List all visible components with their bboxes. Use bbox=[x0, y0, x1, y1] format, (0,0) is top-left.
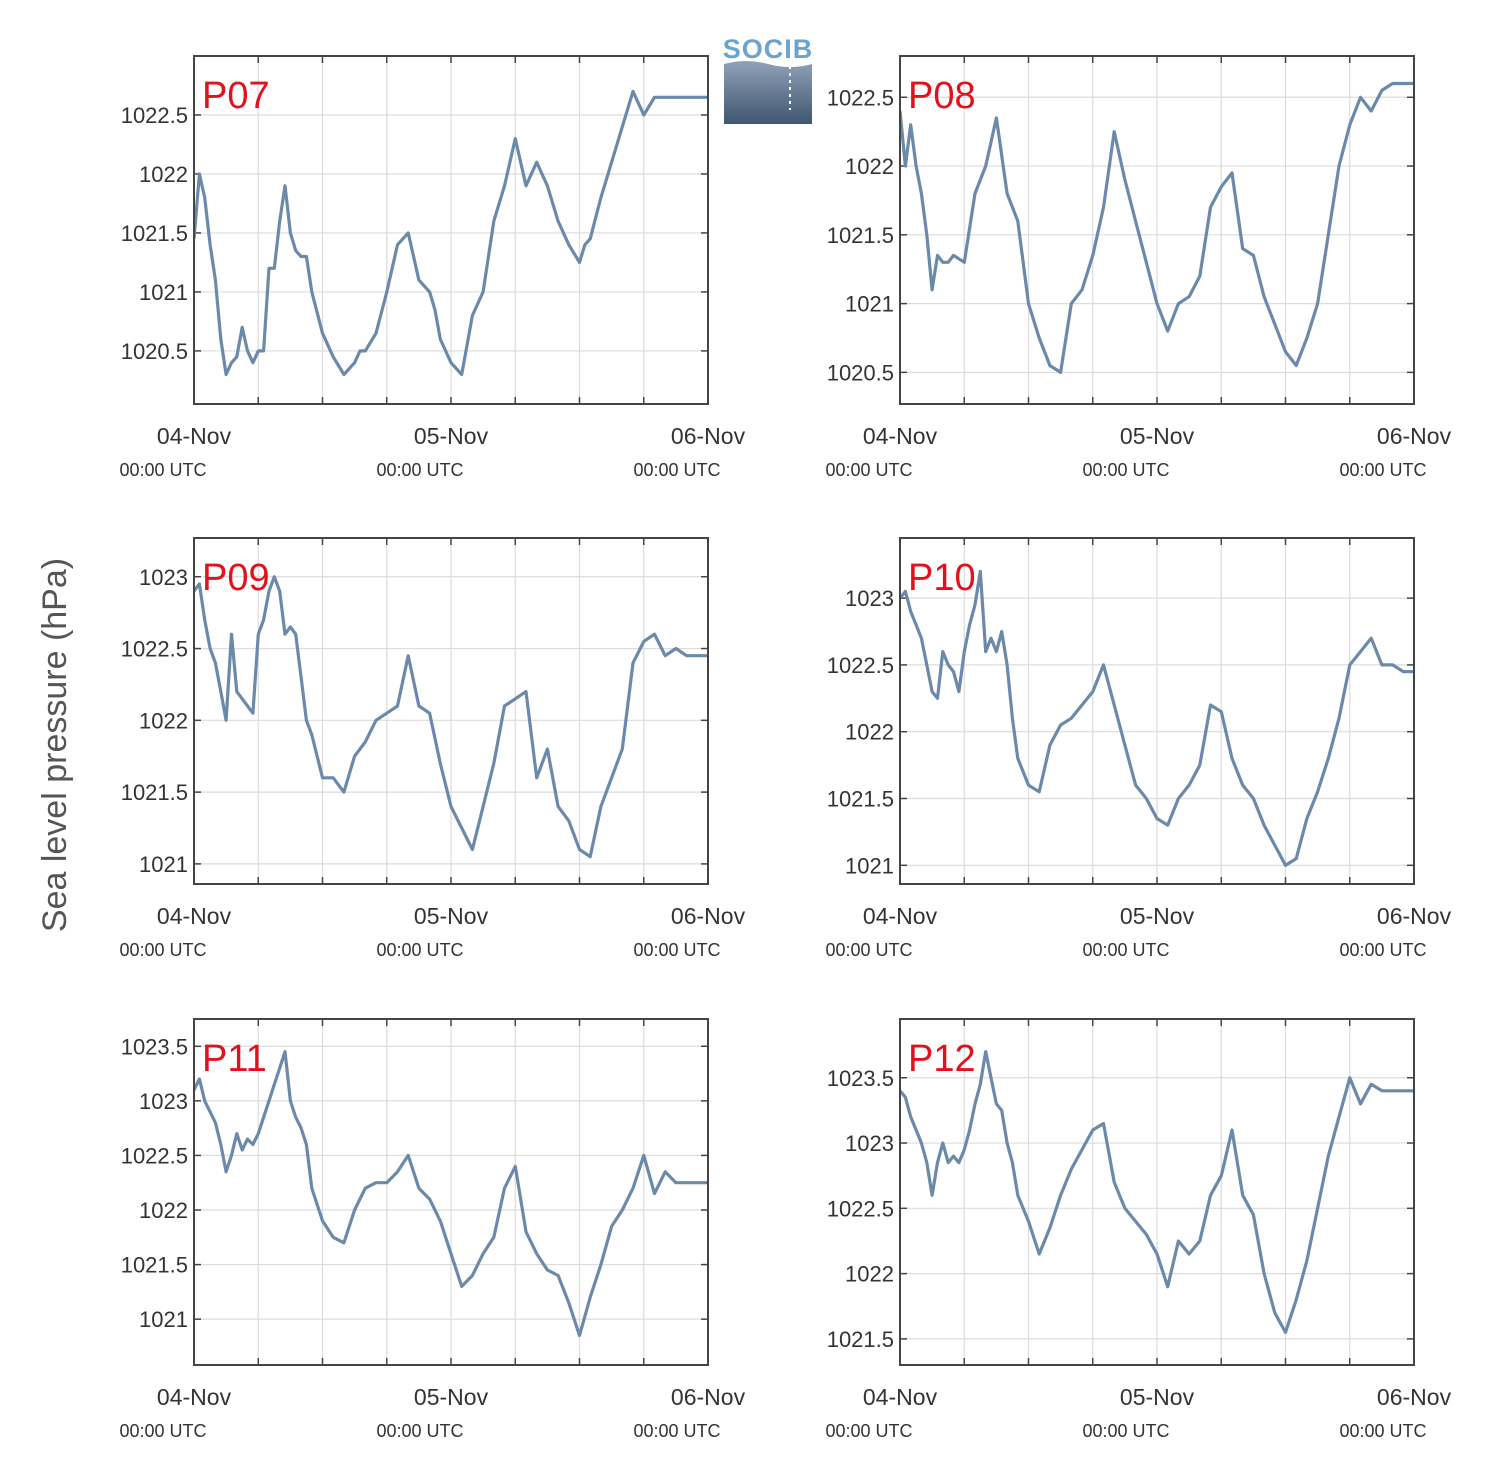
y-tick-label: 1023 bbox=[845, 586, 894, 611]
x-tick-label: 06-Nov bbox=[1377, 903, 1452, 929]
x-tick-sublabel: 00:00 UTC bbox=[825, 460, 912, 480]
y-tick-label: 1020.5 bbox=[121, 339, 188, 364]
y-tick-label: 1022 bbox=[139, 1198, 188, 1223]
x-tick-label: 05-Nov bbox=[414, 1384, 489, 1410]
x-tick-label: 04-Nov bbox=[157, 423, 232, 449]
series-line bbox=[900, 81, 1414, 374]
x-tick-sublabel: 00:00 UTC bbox=[1082, 460, 1169, 480]
plot-frame bbox=[899, 55, 1415, 405]
x-tick-label: 06-Nov bbox=[671, 903, 746, 929]
panel-label: P09 bbox=[202, 557, 270, 599]
panel-label: P07 bbox=[202, 75, 270, 117]
y-tick-label: 1022.5 bbox=[827, 1196, 894, 1221]
x-tick-label: 06-Nov bbox=[671, 423, 746, 449]
chart-panel-p07: 1020.5 1021 1021.5 1022 1022.5 04-Nov 00:00 UT… bbox=[119, 55, 746, 480]
y-tick-label: 1023 bbox=[139, 1089, 188, 1114]
y-tick-label: 1023 bbox=[139, 565, 188, 590]
y-tick-label: 1023 bbox=[845, 1131, 894, 1156]
x-tick-sublabel: 00:00 UTC bbox=[1082, 940, 1169, 960]
x-tick-label: 06-Nov bbox=[1377, 1384, 1452, 1410]
y-tick-label: 1021.5 bbox=[121, 221, 188, 246]
plot-frame bbox=[193, 537, 709, 885]
y-tick-label: 1021.5 bbox=[827, 787, 894, 812]
x-tick-sublabel: 00:00 UTC bbox=[825, 1421, 912, 1441]
series-line bbox=[900, 569, 1414, 867]
series-line bbox=[194, 89, 708, 377]
panel-label: P10 bbox=[908, 557, 976, 599]
x-tick-sublabel: 00:00 UTC bbox=[1339, 940, 1426, 960]
y-tick-label: 1023.5 bbox=[827, 1066, 894, 1091]
y-tick-label: 1022.5 bbox=[827, 653, 894, 678]
x-tick-sublabel: 00:00 UTC bbox=[633, 1421, 720, 1441]
chart-panel-p11: 1021 1021.5 1022 1022.5 1023 1023.5 04-Nov 00:0… bbox=[119, 1018, 746, 1441]
chart-panel-p10: 1021 1021.5 1022 1022.5 1023 04-Nov 00:00 UTC 0… bbox=[825, 537, 1452, 960]
x-tick-sublabel: 00:00 UTC bbox=[1339, 460, 1426, 480]
x-tick-label: 05-Nov bbox=[414, 423, 489, 449]
y-tick-label: 1022.5 bbox=[121, 637, 188, 662]
panels: 1020.5 1021 1021.5 1022 1022.5 04-Nov 00:00 UT… bbox=[119, 55, 1452, 1441]
x-tick-sublabel: 00:00 UTC bbox=[376, 460, 463, 480]
x-tick-label: 04-Nov bbox=[863, 903, 938, 929]
y-tick-label: 1021 bbox=[139, 852, 188, 877]
x-tick-sublabel: 00:00 UTC bbox=[376, 1421, 463, 1441]
y-tick-label: 1021.5 bbox=[827, 1327, 894, 1352]
plot-frame bbox=[193, 1018, 709, 1366]
x-tick-sublabel: 00:00 UTC bbox=[376, 940, 463, 960]
x-tick-label: 05-Nov bbox=[1120, 903, 1195, 929]
x-tick-label: 05-Nov bbox=[1120, 1384, 1195, 1410]
y-tick-label: 1021 bbox=[845, 853, 894, 878]
y-tick-label: 1021.5 bbox=[121, 780, 188, 805]
y-tick-label: 1021 bbox=[139, 1307, 188, 1332]
x-tick-label: 04-Nov bbox=[863, 423, 938, 449]
y-tick-label: 1022 bbox=[139, 162, 188, 187]
y-tick-label: 1022 bbox=[845, 1262, 894, 1287]
y-tick-label: 1022 bbox=[845, 154, 894, 179]
series-line bbox=[194, 575, 708, 859]
panel-label: P08 bbox=[908, 75, 976, 117]
x-tick-sublabel: 00:00 UTC bbox=[825, 940, 912, 960]
series-line bbox=[194, 1050, 708, 1338]
x-tick-sublabel: 00:00 UTC bbox=[1082, 1421, 1169, 1441]
plot-frame bbox=[193, 55, 709, 405]
y-tick-label: 1020.5 bbox=[827, 360, 894, 385]
x-tick-sublabel: 00:00 UTC bbox=[633, 940, 720, 960]
x-tick-label: 05-Nov bbox=[414, 903, 489, 929]
y-tick-label: 1021.5 bbox=[121, 1253, 188, 1278]
y-tick-label: 1022.5 bbox=[121, 1143, 188, 1168]
x-tick-sublabel: 00:00 UTC bbox=[119, 940, 206, 960]
x-tick-label: 06-Nov bbox=[671, 1384, 746, 1410]
x-tick-label: 05-Nov bbox=[1120, 423, 1195, 449]
y-axis-label: Sea level pressure (hPa) bbox=[36, 558, 74, 932]
y-tick-label: 1023.5 bbox=[121, 1034, 188, 1059]
x-tick-label: 04-Nov bbox=[863, 1384, 938, 1410]
x-tick-sublabel: 00:00 UTC bbox=[119, 460, 206, 480]
x-tick-label: 04-Nov bbox=[157, 1384, 232, 1410]
chart-panel-p09: 1021 1021.5 1022 1022.5 1023 04-Nov 00:00 UTC 0… bbox=[119, 537, 746, 960]
chart-panel-p12: 1021.5 1022 1022.5 1023 1023.5 04-Nov 00:00 UT… bbox=[825, 1018, 1452, 1441]
series-line bbox=[900, 1050, 1414, 1334]
y-tick-label: 1022.5 bbox=[827, 85, 894, 110]
chart-panel-p08: 1020.5 1021 1021.5 1022 1022.5 04-Nov 00:00 UT… bbox=[825, 55, 1452, 480]
x-tick-sublabel: 00:00 UTC bbox=[1339, 1421, 1426, 1441]
socib-logo: SOCIB bbox=[723, 34, 814, 124]
x-tick-sublabel: 00:00 UTC bbox=[633, 460, 720, 480]
plot-frame bbox=[899, 537, 1415, 885]
logo-text: SOCIB bbox=[723, 34, 814, 64]
y-tick-label: 1022 bbox=[139, 708, 188, 733]
plot-frame bbox=[899, 1018, 1415, 1366]
x-tick-sublabel: 00:00 UTC bbox=[119, 1421, 206, 1441]
x-tick-label: 04-Nov bbox=[157, 903, 232, 929]
y-tick-label: 1022.5 bbox=[121, 103, 188, 128]
x-tick-label: 06-Nov bbox=[1377, 423, 1452, 449]
y-tick-label: 1021 bbox=[139, 280, 188, 305]
y-tick-label: 1021.5 bbox=[827, 223, 894, 248]
panel-label: P11 bbox=[202, 1038, 267, 1080]
logo-wave-block bbox=[724, 61, 812, 124]
panel-label: P12 bbox=[908, 1038, 976, 1080]
y-tick-label: 1021 bbox=[845, 292, 894, 317]
y-tick-label: 1022 bbox=[845, 720, 894, 745]
